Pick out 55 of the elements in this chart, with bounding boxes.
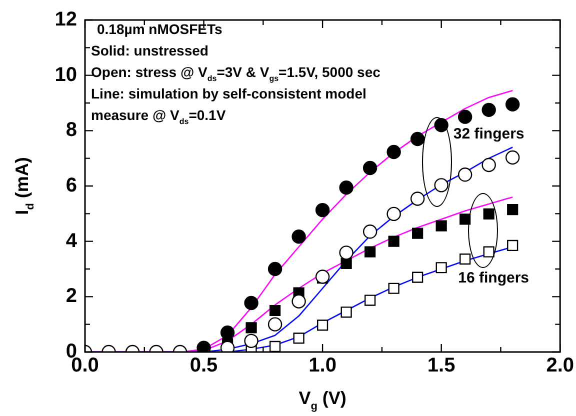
x-tick-label: 1.0 [308, 354, 336, 377]
y-tick-label: 10 [54, 64, 77, 86]
point [388, 236, 400, 247]
point [339, 180, 354, 195]
point [386, 206, 401, 222]
y-tick-label: 12 [54, 8, 77, 31]
point [340, 306, 352, 318]
point [220, 326, 235, 340]
point [269, 340, 281, 352]
point [340, 258, 352, 270]
point [362, 224, 378, 239]
x-tick-label: 0.5 [190, 354, 218, 377]
point [483, 208, 494, 220]
point [364, 294, 376, 306]
annotation: Line: simulation by self-consistent model [91, 86, 366, 102]
point [244, 296, 258, 310]
point [436, 220, 447, 232]
y-tick-label: 8 [66, 119, 77, 142]
point [244, 334, 258, 348]
point [364, 246, 376, 258]
point [460, 253, 471, 265]
point [292, 230, 306, 244]
point [269, 304, 281, 316]
point [483, 246, 494, 258]
point [412, 272, 424, 283]
point [293, 332, 304, 344]
point [315, 270, 330, 284]
y-tick-label: 2 [66, 285, 77, 308]
point [410, 192, 425, 206]
point [412, 228, 424, 239]
x-tick-label: 1.5 [427, 354, 456, 377]
point [482, 102, 496, 118]
annotation: Solid: unstressed [91, 42, 208, 58]
point [507, 240, 518, 252]
y-axis-title: Id (mA) [12, 157, 36, 215]
point [315, 202, 330, 218]
point [458, 110, 472, 124]
point [317, 320, 328, 331]
point [362, 160, 378, 176]
annotation: 32 fingers [453, 126, 524, 143]
point [434, 178, 448, 192]
point [268, 262, 282, 276]
point [507, 204, 518, 216]
point [410, 132, 425, 146]
point [505, 97, 520, 112]
point [388, 282, 400, 294]
y-tick-label: 4 [66, 230, 78, 252]
annotation: 16 fingers [458, 269, 530, 286]
point [458, 168, 472, 182]
point [386, 144, 401, 160]
y-tick-label: 6 [66, 174, 77, 197]
point [246, 322, 257, 334]
annotation: 0.18µm nMOSFETs [97, 21, 222, 37]
point [436, 262, 447, 274]
x-tick-label: 2.0 [546, 354, 574, 377]
